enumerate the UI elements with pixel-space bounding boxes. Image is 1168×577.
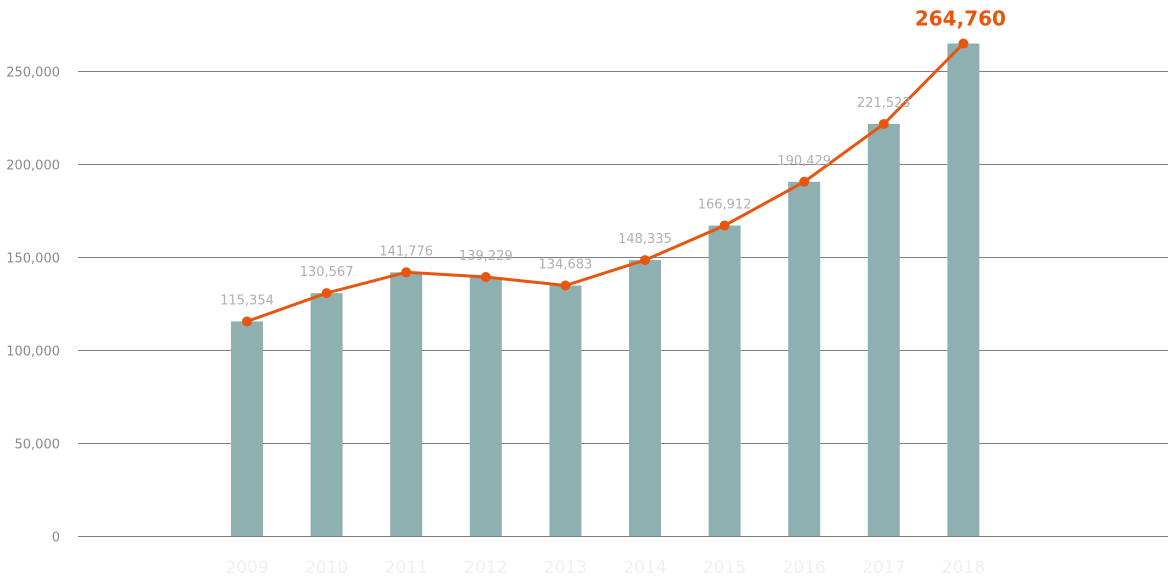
data-label-highlight: 264,760 — [915, 7, 1006, 31]
line-series — [246, 42, 965, 323]
bar — [867, 123, 900, 536]
y-tick-label: 50,000 — [15, 438, 61, 453]
bar — [708, 225, 741, 536]
x-tick-label: 2018 — [942, 558, 985, 577]
y-axis-ticks: 0 50,000 100,000 150,000 200,000 250,000 — [6, 66, 60, 546]
y-tick-label: 200,000 — [6, 159, 60, 174]
line-point — [401, 267, 412, 278]
line-point — [719, 220, 730, 231]
line-points — [242, 38, 969, 327]
bar — [469, 277, 502, 536]
data-label: 134,683 — [539, 257, 593, 272]
line-point — [480, 272, 491, 283]
bar — [629, 260, 661, 536]
x-tick-label: 2016 — [783, 558, 826, 577]
x-tick-label: 2017 — [862, 558, 905, 577]
data-label: 139,229 — [459, 249, 513, 264]
bar — [231, 321, 263, 536]
line-point — [242, 316, 252, 327]
line-point — [958, 38, 969, 49]
line-point — [878, 118, 889, 129]
data-label: 130,567 — [300, 265, 354, 280]
y-tick-label: 100,000 — [6, 345, 60, 360]
line-point — [640, 255, 650, 266]
bar — [549, 285, 582, 536]
x-tick-label: 2012 — [464, 558, 507, 577]
data-label: 115,354 — [220, 293, 274, 308]
data-label: 190,429 — [777, 154, 831, 169]
series-line — [246, 42, 965, 323]
bar — [947, 43, 980, 537]
line-point — [560, 280, 571, 291]
x-tick-label: 2013 — [544, 558, 587, 577]
bar — [788, 181, 821, 536]
x-tick-label: 2014 — [623, 558, 666, 577]
line-point — [321, 288, 332, 299]
bar — [310, 293, 343, 536]
x-tick-label: 2009 — [225, 558, 268, 577]
data-label: 141,776 — [379, 244, 433, 259]
x-tick-label: 2011 — [385, 558, 428, 577]
bar — [390, 272, 423, 536]
y-tick-label: 150,000 — [6, 252, 60, 267]
data-labels: 115,354 130,567 141,776 139,229 134,683 148,3… — [220, 7, 1006, 309]
bars — [231, 43, 980, 537]
data-label: 148,335 — [618, 232, 672, 247]
data-label: 221,523 — [857, 96, 911, 111]
y-tick-label: 250,000 — [6, 66, 60, 81]
line-point — [799, 176, 810, 187]
x-tick-label: 2015 — [703, 558, 746, 577]
y-tick-label: 0 — [52, 531, 60, 546]
data-label: 166,912 — [698, 198, 752, 213]
x-tick-label: 2010 — [305, 558, 348, 577]
x-axis-ticks: 2009 2010 2011 2012 2013 2014 2015 2016 2017 2018 — [225, 558, 985, 577]
